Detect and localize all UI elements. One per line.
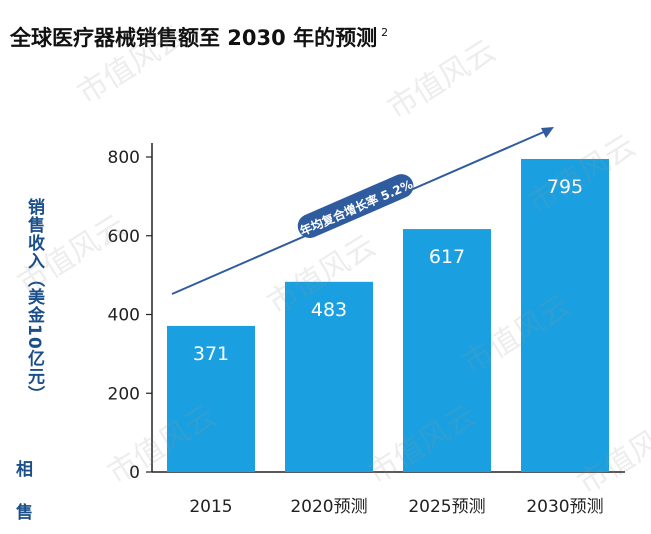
side-label-char-2: 售 [16,503,33,523]
y-tick-label: 400 [108,306,140,326]
y-tick-label: 200 [108,384,140,404]
cagr-badge-background [297,174,414,239]
y-tick-label: 800 [108,148,140,168]
bar [403,229,491,472]
cagr-label-badge: 年均复合增长率 5.2% [297,174,415,239]
trend-arrow-group: 年均复合增长率 5.2% [171,127,554,295]
y-tick-label: 0 [129,463,140,483]
title-footnote-marker: 2 [381,26,389,39]
side-label-char-1: 相 [16,460,33,480]
page-title: 全球医疗器械销售额至 2030 年的预测 2 [10,26,389,50]
bar [285,281,373,472]
trend-arrowhead [541,127,554,138]
bar-value-label: 371 [193,343,229,365]
chart-bars: 371 2015 483 2020预测 617 2025预测 795 2030预测 [167,158,609,517]
x-tick-label: 2020预测 [290,497,367,517]
x-tick-label: 2015 [189,497,232,517]
y-axis-label: 销售收入（美金10亿元） [24,198,44,404]
y-tick-label: 600 [108,227,140,247]
bar [167,325,255,472]
bar-value-label: 617 [429,246,465,268]
bar-value-label: 795 [547,176,583,198]
bar-value-label: 483 [311,299,347,321]
x-tick-label: 2025预测 [408,497,485,517]
x-tick-label: 2030预测 [526,497,603,517]
bar [521,158,609,472]
cagr-label-text: 年均复合增长率 5.2% [298,176,415,238]
